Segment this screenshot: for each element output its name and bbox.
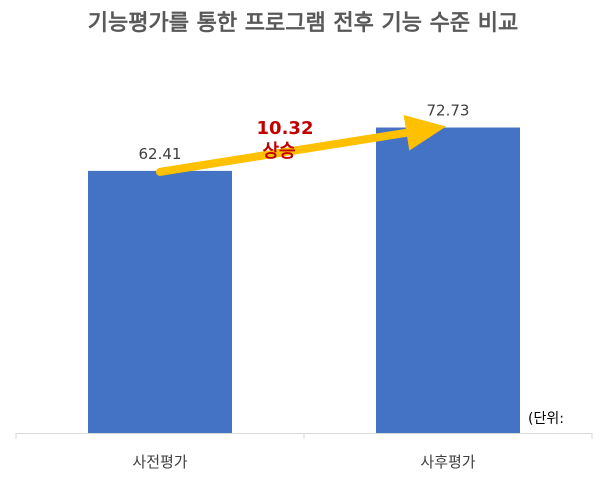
bar-1 [88,170,232,434]
chart-title: 기능평가를 통한 프로그램 전후 기능 수준 비교 [88,11,519,36]
increase-arrow-shaft [156,128,415,176]
x-tick-label-1: 사전평가 [132,453,187,471]
x-ticks-group [15,433,593,439]
x-tick-labels-group: 사전평가 사후평가 [132,453,475,471]
x-tick-label-2: 사후평가 [420,453,475,471]
unit-note: (단위: [528,411,564,427]
value-labels-group: 62.41 72.73 [139,102,470,163]
increase-arrow-head [403,115,446,151]
value-label-1: 62.41 [139,145,182,163]
increase-value-label: 10.32 [257,118,314,139]
increase-arrow [156,115,446,176]
increase-word-label: 상승 [262,141,295,162]
value-label-2: 72.73 [427,102,470,120]
bars-group [88,127,520,434]
bar-2 [376,127,520,433]
